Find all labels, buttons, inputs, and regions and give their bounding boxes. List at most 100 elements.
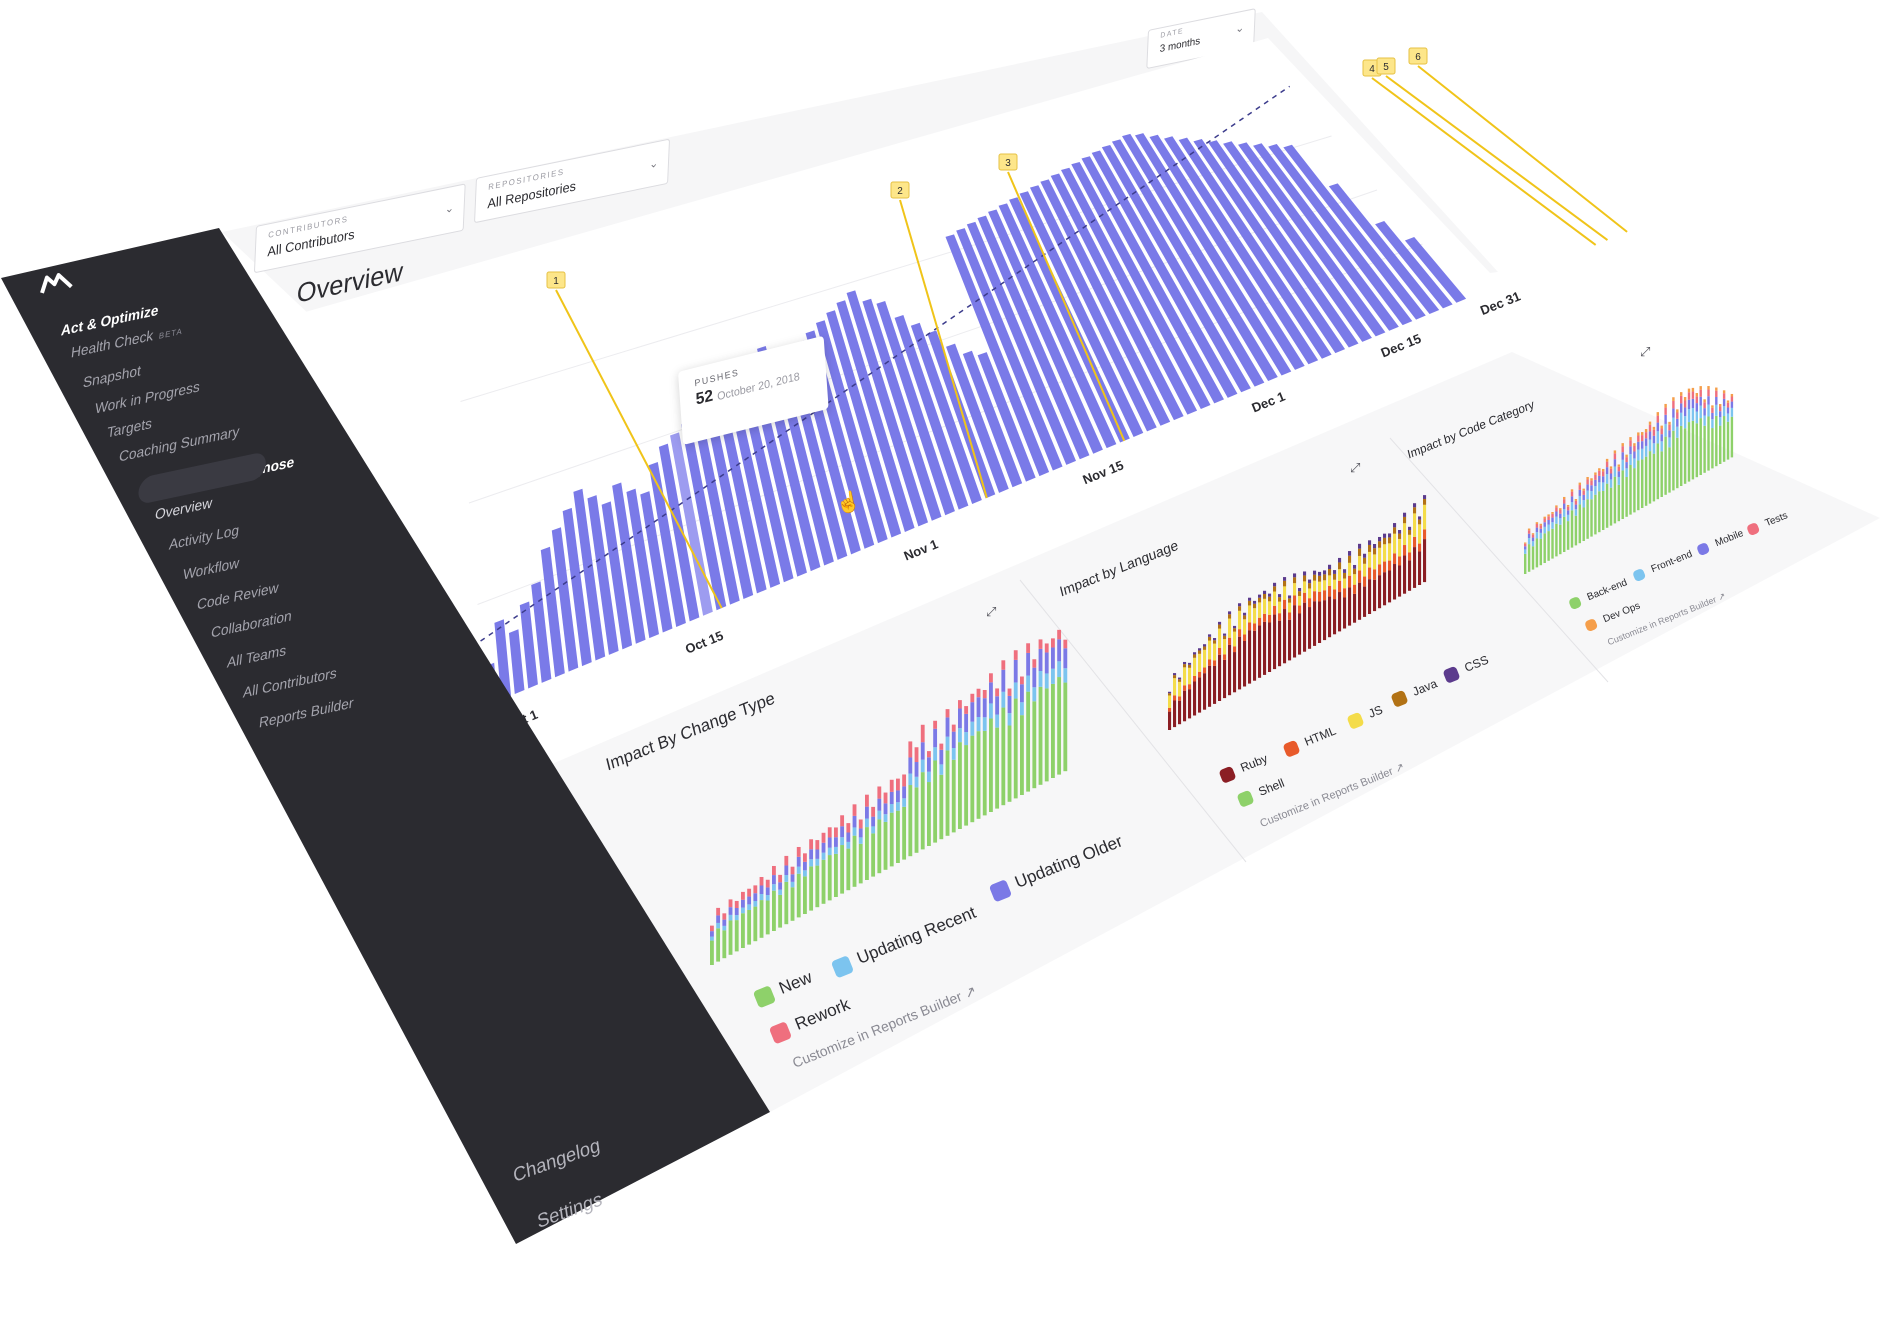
- code-category-bar: [1539, 523, 1543, 526]
- language-bar: [1218, 621, 1222, 625]
- language-bar: [1213, 638, 1217, 641]
- code-category-bar: [1691, 398, 1695, 409]
- code-category-bar: [1621, 446, 1624, 453]
- code-category-bar: [1707, 389, 1710, 397]
- change-type-bar: [970, 735, 975, 823]
- code-category-bar: [1707, 396, 1710, 405]
- change-type-bar: [865, 818, 869, 828]
- code-category-bar: [1594, 474, 1597, 480]
- language-bar: [1168, 693, 1172, 696]
- language-bar: [1183, 661, 1187, 665]
- language-bar: [1233, 625, 1237, 629]
- change-type-bar: [1013, 659, 1018, 683]
- x-tick-label: Dec 31: [1478, 288, 1522, 318]
- expand-icon[interactable]: ⤢: [1640, 344, 1651, 359]
- language-bar: [1388, 543, 1392, 561]
- change-type-bar: [939, 764, 944, 775]
- change-type-bar: [970, 702, 975, 722]
- language-bar: [1208, 636, 1212, 641]
- expand-icon[interactable]: ⤢: [1350, 460, 1361, 475]
- code-category-bar: [1664, 407, 1667, 415]
- change-type-bar: [1013, 682, 1018, 699]
- code-category-bar: [1656, 422, 1660, 432]
- language-bar: [1418, 551, 1422, 585]
- change-type-bar: [964, 713, 969, 733]
- language-bar: [1233, 652, 1237, 693]
- language-bar: [1213, 643, 1217, 661]
- expand-icon[interactable]: ⤢: [986, 604, 997, 619]
- change-type-bar: [846, 841, 851, 849]
- change-type-bar: [1007, 695, 1012, 714]
- language-bar: [1263, 621, 1267, 675]
- code-category-bar: [1648, 421, 1652, 425]
- change-type-bar: [716, 915, 721, 923]
- code-category-bar: [1629, 464, 1632, 515]
- language-bar: [1233, 631, 1237, 647]
- change-type-bar: [1044, 673, 1049, 689]
- code-category-bar: [1676, 409, 1679, 413]
- event-marker-line: [899, 199, 988, 499]
- code-category-bar: [1582, 494, 1585, 501]
- language-bar: [1268, 614, 1272, 623]
- language-bar: [1178, 677, 1182, 680]
- code-category-bar: [1730, 407, 1734, 417]
- change-type-bar: [865, 806, 869, 819]
- change-type-bar: [796, 873, 801, 918]
- chart-bar: [1328, 183, 1440, 314]
- language-bar: [1333, 570, 1337, 574]
- code-category-bar: [1687, 409, 1691, 423]
- language-bar: [1193, 675, 1197, 682]
- chart-bar: [562, 507, 592, 667]
- change-type-bar: [1001, 660, 1006, 670]
- language-bar: [1398, 529, 1402, 534]
- code-category-bar: [1531, 534, 1535, 538]
- change-type-bar: [753, 893, 758, 902]
- chart-bar: [1253, 143, 1399, 331]
- language-bar: [1373, 569, 1377, 580]
- change-type-bar: [803, 876, 807, 914]
- code-category-bar: [1590, 480, 1593, 486]
- language-bar: [1413, 507, 1417, 514]
- language-bar: [1253, 603, 1257, 609]
- change-type-bar: [908, 785, 913, 857]
- language-bar: [1388, 537, 1392, 544]
- code-category-bar: [1590, 499, 1593, 537]
- chart-bar: [681, 421, 727, 611]
- change-type-bar: [1044, 688, 1049, 782]
- x-tick-label: Oct 15: [683, 628, 725, 657]
- chart-bar: [494, 619, 512, 700]
- code-category-bar: [1668, 430, 1671, 438]
- code-category-bar: [1543, 518, 1546, 523]
- language-bar: [1203, 644, 1207, 647]
- change-type-bar: [939, 774, 944, 840]
- chart-bar: [658, 443, 700, 622]
- language-bar: [1268, 622, 1272, 672]
- language-bar: [1323, 590, 1327, 601]
- code-category-bar: [1539, 528, 1543, 533]
- language-bar: [1208, 640, 1212, 660]
- code-category-bar: [1605, 461, 1609, 468]
- code-category-bar: [1617, 464, 1621, 467]
- code-category-bar: [1629, 440, 1632, 447]
- event-marker-line: [1007, 171, 1126, 442]
- code-category-bar: [1641, 459, 1644, 508]
- code-category-bar: [1543, 522, 1546, 527]
- language-bar: [1413, 547, 1417, 588]
- chart-bar: [531, 581, 552, 683]
- change-type-bar: [883, 821, 888, 870]
- chart-bar: [1238, 142, 1386, 337]
- language-bar: [1263, 594, 1267, 599]
- language-bar: [1353, 564, 1357, 569]
- code-category-bar: [1676, 426, 1679, 438]
- code-category-bar: [1524, 546, 1527, 550]
- code-category-bar: [1699, 396, 1702, 406]
- code-category-bar: [1719, 406, 1722, 412]
- code-category-bar: [1644, 429, 1648, 433]
- change-type-bar: [1007, 688, 1012, 696]
- chart-bar: [626, 488, 659, 639]
- language-bar: [1413, 536, 1417, 548]
- code-category-bar: [1555, 507, 1558, 512]
- x-tick-label: Dec 15: [1379, 331, 1423, 361]
